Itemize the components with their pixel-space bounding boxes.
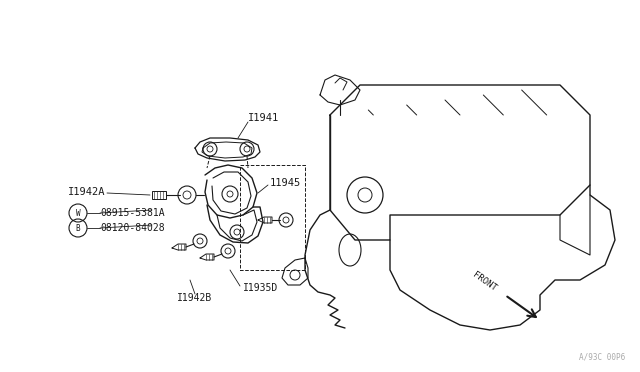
Text: I1935D: I1935D — [243, 283, 278, 293]
Text: W: W — [76, 208, 80, 218]
Text: I1942A: I1942A — [67, 187, 105, 197]
Text: 08120-84028: 08120-84028 — [100, 223, 164, 233]
Text: I1941: I1941 — [248, 113, 279, 123]
Text: 08915-5381A: 08915-5381A — [100, 208, 164, 218]
Text: B: B — [76, 224, 80, 232]
Text: A/93C 00P6: A/93C 00P6 — [579, 353, 625, 362]
Text: I1942B: I1942B — [177, 293, 212, 303]
Bar — [152, 191, 166, 199]
Text: FRONT: FRONT — [471, 270, 498, 293]
Text: 11945: 11945 — [270, 178, 301, 188]
